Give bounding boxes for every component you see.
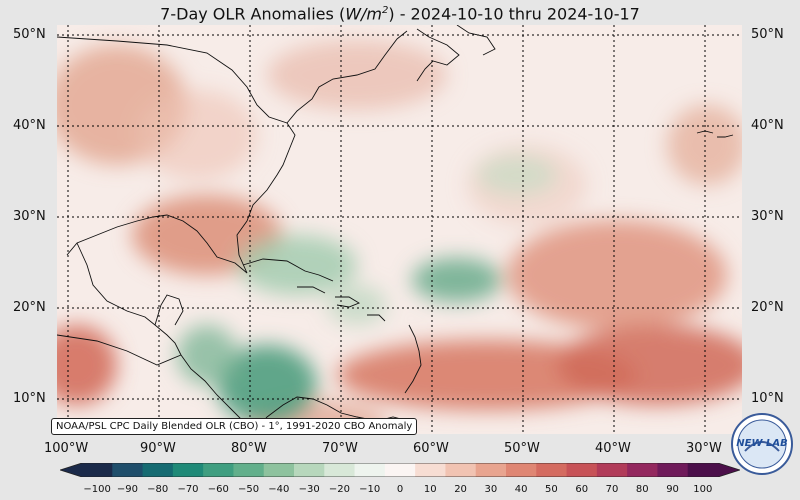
colorbar-tick-label: 10 [423,484,437,495]
colorbar-tick-label: 0 [396,484,404,495]
lat-label-right: 30°N [751,209,784,224]
colorbar-tick-label: −10 [359,484,381,495]
lon-label: 70°W [322,441,358,456]
colorbar-tick-label: 100 [693,484,713,495]
colorbar-tick-label: 90 [666,484,679,495]
colorbar-segment [596,463,628,477]
colorbar-tick-label: −80 [147,484,169,495]
colorbar-tick-label: −70 [177,484,199,495]
lat-label-left: 40°N [13,118,46,133]
colorbar-segment [384,463,416,477]
lat-label-left: 20°N [13,300,46,315]
colorbar-tick-label: −40 [268,484,290,495]
colorbar-segment [687,463,719,477]
colorbar-segment [354,463,386,477]
anomaly-field [57,25,742,434]
lat-label-left: 50°N [13,27,46,42]
colorbar-tick-label: 80 [635,484,649,495]
lon-label: 90°W [140,441,176,456]
colorbar-segment [82,463,113,477]
colorbar-segment [263,463,295,477]
colorbar-segment [112,463,144,477]
colorbar-max-arrow [718,463,740,477]
colorbar-tick-label: 20 [454,484,467,495]
lon-label: 60°W [413,441,449,456]
lat-label-right: 40°N [751,118,784,133]
olr-anomaly-map [57,25,742,434]
lab-logo: NEW LAB [731,413,793,475]
colorbar-segment [203,463,234,477]
colorbar-tick-label: −30 [298,484,320,495]
lat-label-left: 30°N [13,209,46,224]
colorbar-segment [506,463,537,477]
map-title: 7-Day OLR Anomalies (W/m2) - 2024-10-10 … [160,4,640,24]
colorbar-segment [415,463,446,477]
lon-label: 40°W [595,441,631,456]
colorbar [60,463,740,477]
colorbar-segment [566,463,598,477]
logo-text: NEW LAB [736,438,787,449]
lon-label: 50°W [504,441,540,456]
colorbar-segment [233,463,265,477]
colorbar-tick-label: −90 [116,484,138,495]
colorbar-min-arrow [60,463,82,477]
data-credit: NOAA/PSL CPC Daily Blended OLR (CBO) - 1… [51,418,418,435]
lat-label-right: 10°N [751,391,784,406]
colorbar-segment [657,463,689,477]
colorbar-tick-label: 30 [484,484,498,495]
graticule [57,25,742,434]
colorbar-segment [627,463,658,477]
lon-label: 30°W [686,441,722,456]
colorbar-tick-label: −100 [83,484,111,495]
lat-label-right: 20°N [751,300,784,315]
coastlines [57,25,734,434]
colorbar-segment [475,463,507,477]
colorbar-segment [294,463,325,477]
lat-label-left: 10°N [13,391,46,406]
colorbar-tick-label: −50 [238,484,260,495]
colorbar-tick-label: −20 [328,484,350,495]
lat-label-right: 50°N [751,27,784,42]
colorbar-tick-label: 40 [514,484,528,495]
anomaly-blobs [57,40,742,434]
colorbar-segment [536,463,568,477]
colorbar-tick-label: −60 [207,484,229,495]
colorbar-segment [172,463,204,477]
colorbar-segment [142,463,174,477]
colorbar-segment [324,463,356,477]
lon-label: 80°W [231,441,267,456]
colorbar-tick-label: 50 [545,484,558,495]
colorbar-tick-label: 60 [575,484,589,495]
lon-label: 100°W [44,441,89,456]
colorbar-segment [445,463,477,477]
colorbar-tick-label: 70 [605,484,619,495]
